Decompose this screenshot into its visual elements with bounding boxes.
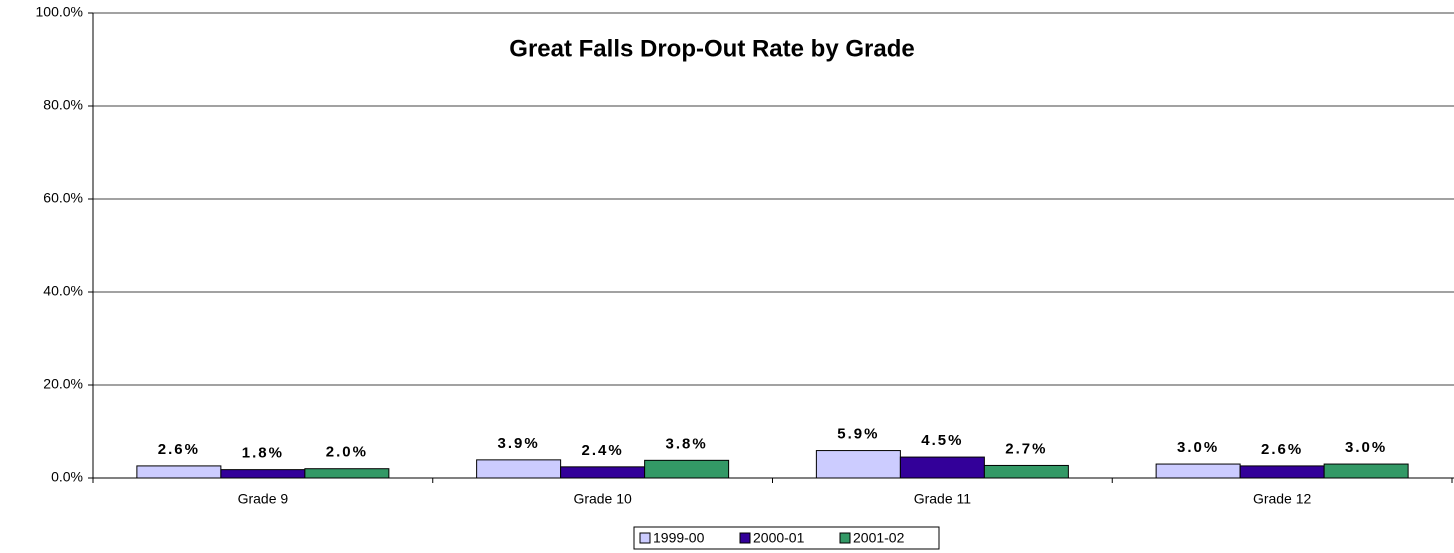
value-label: 2.4%	[582, 442, 624, 459]
value-label: 2.6%	[158, 441, 200, 458]
y-tick-label: 20.0%	[43, 376, 83, 392]
value-label: 4.5%	[921, 432, 963, 449]
bar	[476, 459, 562, 479]
bar	[220, 469, 306, 479]
legend-label: 1999-00	[653, 530, 705, 546]
bar	[136, 465, 222, 479]
legend-swatch	[839, 532, 851, 544]
y-tick-label: 40.0%	[43, 283, 83, 299]
x-tick-label: Grade 11	[914, 491, 972, 507]
value-label: 2.0%	[326, 444, 368, 461]
chart-title: Great Falls Drop-Out Rate by Grade	[509, 35, 914, 62]
bar	[983, 464, 1069, 479]
y-tick-label: 80.0%	[43, 97, 83, 113]
value-label: 1.8%	[242, 445, 284, 462]
y-tick-label: 60.0%	[43, 190, 83, 206]
value-label: 2.6%	[1261, 441, 1303, 458]
legend-swatch	[739, 532, 751, 544]
value-label: 3.9%	[498, 435, 540, 452]
x-tick-label: Grade 10	[573, 491, 632, 507]
value-label: 5.9%	[837, 426, 879, 443]
bar	[1155, 463, 1241, 479]
x-tick-label: Grade 9	[238, 491, 289, 507]
bar	[1239, 465, 1325, 479]
bar	[815, 450, 901, 479]
bar	[899, 456, 985, 479]
value-label: 3.0%	[1345, 439, 1387, 456]
legend-label: 2000-01	[753, 530, 805, 546]
value-label: 2.7%	[1005, 440, 1047, 457]
legend-swatch	[639, 532, 651, 544]
legend-box	[633, 526, 940, 550]
legend-label: 2001-02	[853, 530, 905, 546]
bar	[304, 468, 390, 479]
y-tick-label: 100.0%	[36, 4, 83, 20]
bar	[1323, 463, 1409, 479]
bar	[560, 466, 646, 479]
bar	[644, 459, 730, 479]
value-label: 3.0%	[1177, 439, 1219, 456]
value-label: 3.8%	[666, 435, 708, 452]
x-tick-label: Grade 12	[1253, 491, 1312, 507]
y-tick-label: 0.0%	[51, 469, 83, 485]
